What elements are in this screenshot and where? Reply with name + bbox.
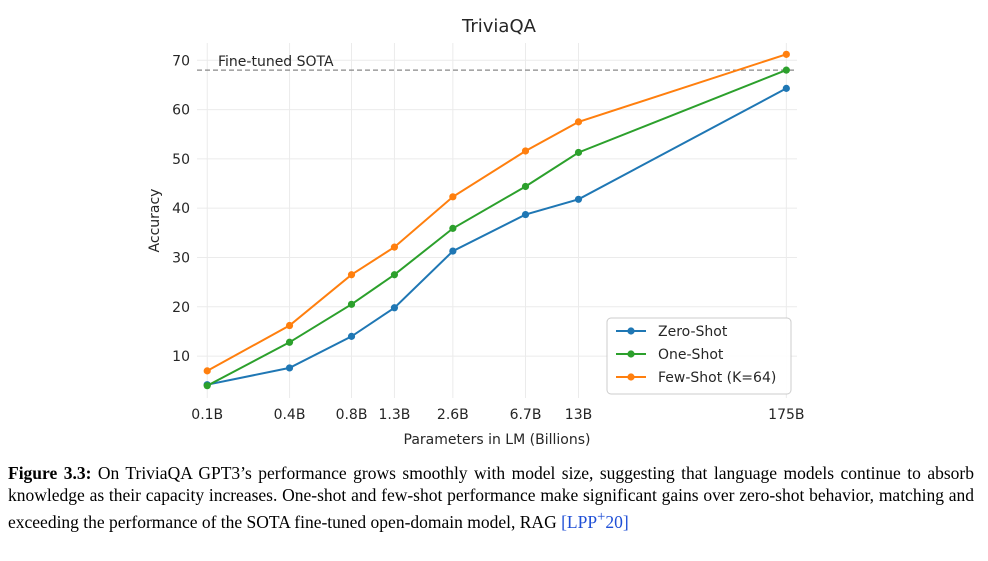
y-tick-label: 40 [172,201,190,217]
chart-title: TriviaQA [461,16,537,37]
data-point [521,210,530,219]
data-point [203,367,211,375]
data-point [285,364,294,372]
x-tick-label: 2.6B [437,407,469,423]
data-point [521,147,530,155]
y-tick-label: 70 [172,53,190,69]
data-point [390,304,399,312]
x-tick-label: 0.1B [191,407,223,423]
series-group [203,50,790,375]
citation-close-bracket: ] [622,511,629,532]
data-point [574,118,583,126]
caption-citation[interactable]: [LPP+20] [561,509,629,532]
series-group [203,66,790,390]
caption-text: On TriviaQA GPT3’s performance grows smo… [8,463,974,532]
citation-open-bracket: [ [561,511,567,532]
chart-svg: 10 20 30 40 50 60 70 0.1B 0.4B 0.8B 1.3B 2.6B 6.7B 13… [147,16,804,448]
legend-swatch-marker [627,350,635,358]
series-line [206,53,787,372]
reference-line-label: Fine-tuned SOTA [218,54,334,70]
y-tick-label: 50 [172,152,190,168]
data-point [285,338,294,346]
legend-label: Few-Shot (K=64) [658,370,776,386]
x-tick-label: 175B [768,407,804,423]
y-tick-label: 20 [172,300,190,316]
chart-container: 10 20 30 40 50 60 70 0.1B 0.4B 0.8B 1.3B 2.6B 6.7B 13… [147,16,804,448]
citation-authors: LPP [566,511,598,532]
x-tick-label: 6.7B [510,407,542,423]
data-point [449,247,457,255]
data-point [782,84,790,92]
data-point [347,271,356,279]
data-point [203,382,211,390]
data-point [449,224,457,232]
data-point [574,195,583,203]
data-point [390,271,399,279]
x-tick-label: 0.8B [336,407,368,423]
series-line [206,69,787,387]
caption-label: Figure 3.3: [8,463,92,483]
y-tick-label: 10 [172,349,190,365]
data-point [782,50,790,58]
legend-swatch-marker [627,373,635,381]
y-tick-label: 30 [172,250,190,266]
legend-label: One-Shot [658,347,724,363]
y-tick-label: 60 [172,103,190,119]
data-point [347,300,356,308]
citation-plus: + [597,509,606,525]
data-point [390,243,399,251]
series-line [206,87,787,386]
y-axis-label: Accuracy [147,189,163,253]
data-point [521,182,530,191]
x-tick-label: 13B [565,407,592,423]
data-point [449,193,457,201]
x-tick-label: 0.4B [274,407,306,423]
figure-caption: Figure 3.3: On TriviaQA GPT3’s performan… [8,462,974,533]
legend-label: Zero-Shot [658,324,728,340]
legend-box [606,317,792,395]
data-point [285,321,294,330]
x-axis-label: Parameters in LM (Billions) [404,432,591,448]
legend: Zero-Shot One-Shot Few-Shot (K=64) [606,317,792,395]
data-point [782,66,790,74]
data-point [347,332,356,340]
x-tick-label: 1.3B [378,407,410,423]
data-point [574,148,583,157]
legend-swatch-marker [627,327,635,335]
citation-year: 20 [605,511,623,532]
